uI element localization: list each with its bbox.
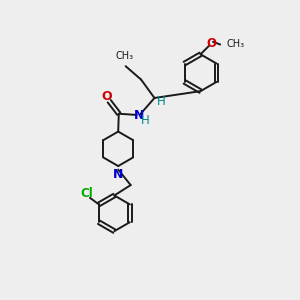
Text: O: O: [206, 37, 216, 50]
Text: N: N: [113, 167, 123, 181]
Text: Cl: Cl: [80, 188, 93, 200]
Text: O: O: [101, 90, 112, 103]
Text: H: H: [157, 95, 165, 108]
Text: CH₃: CH₃: [116, 51, 134, 61]
Text: H: H: [141, 114, 150, 128]
Text: N: N: [134, 109, 144, 122]
Text: CH₃: CH₃: [227, 39, 245, 49]
